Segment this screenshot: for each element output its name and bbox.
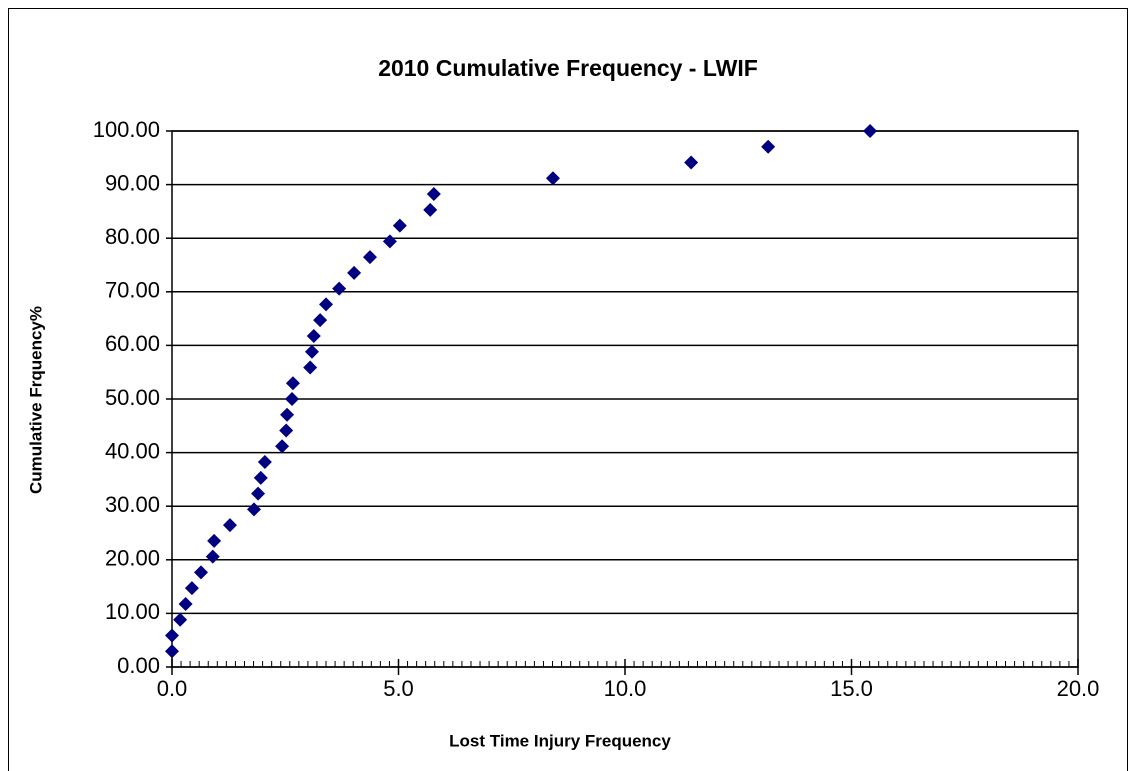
y-tick-label: 30.00: [105, 492, 160, 517]
point: [178, 596, 193, 611]
point: [863, 124, 878, 138]
y-tick-label: 100.00: [93, 117, 160, 142]
point: [285, 376, 300, 391]
point: [205, 549, 220, 564]
point: [193, 565, 208, 580]
point: [362, 250, 377, 265]
point: [347, 265, 362, 280]
point: [303, 360, 318, 375]
point: [285, 392, 300, 406]
x-tick-label: 5.0: [383, 676, 414, 701]
x-tick-label: 20.0: [1057, 676, 1100, 701]
x-axis-label: Lost Time Injury Frequency: [449, 731, 671, 750]
x-tick-label: 0.0: [157, 676, 188, 701]
point: [257, 455, 272, 470]
point: [304, 344, 319, 359]
y-tick-label: 20.00: [105, 546, 160, 571]
point: [222, 518, 237, 533]
point: [184, 581, 199, 596]
point: [165, 628, 179, 643]
point: [246, 502, 261, 517]
y-axis-label: Cumulative Frquency%: [26, 306, 45, 494]
x-tick-label: 10.0: [604, 676, 647, 701]
point: [253, 470, 268, 485]
point: [313, 313, 328, 328]
point: [332, 281, 347, 296]
point: [423, 202, 438, 217]
point: [319, 297, 334, 312]
y-tick-label: 40.00: [105, 438, 160, 463]
point: [392, 218, 407, 233]
y-tick-label: 10.00: [105, 599, 160, 624]
point: [761, 139, 776, 154]
point: [207, 533, 222, 548]
y-tick-label: 90.00: [105, 170, 160, 195]
y-tick-label: 60.00: [105, 331, 160, 356]
y-tick-label: 0.00: [117, 653, 160, 678]
y-tick-label: 70.00: [105, 278, 160, 303]
chart-title: 2010 Cumulative Frequency - LWIF: [378, 55, 758, 81]
y-tick-label: 50.00: [105, 385, 160, 410]
y-tick-label: 80.00: [105, 224, 160, 249]
point: [251, 486, 266, 501]
point: [684, 155, 699, 170]
point: [279, 423, 294, 438]
point: [382, 234, 397, 249]
point: [165, 644, 179, 659]
point: [545, 171, 560, 186]
point: [280, 407, 295, 422]
point: [306, 328, 321, 343]
point: [426, 187, 441, 202]
x-tick-label: 15.0: [830, 676, 873, 701]
point: [173, 612, 188, 627]
point: [275, 439, 290, 454]
